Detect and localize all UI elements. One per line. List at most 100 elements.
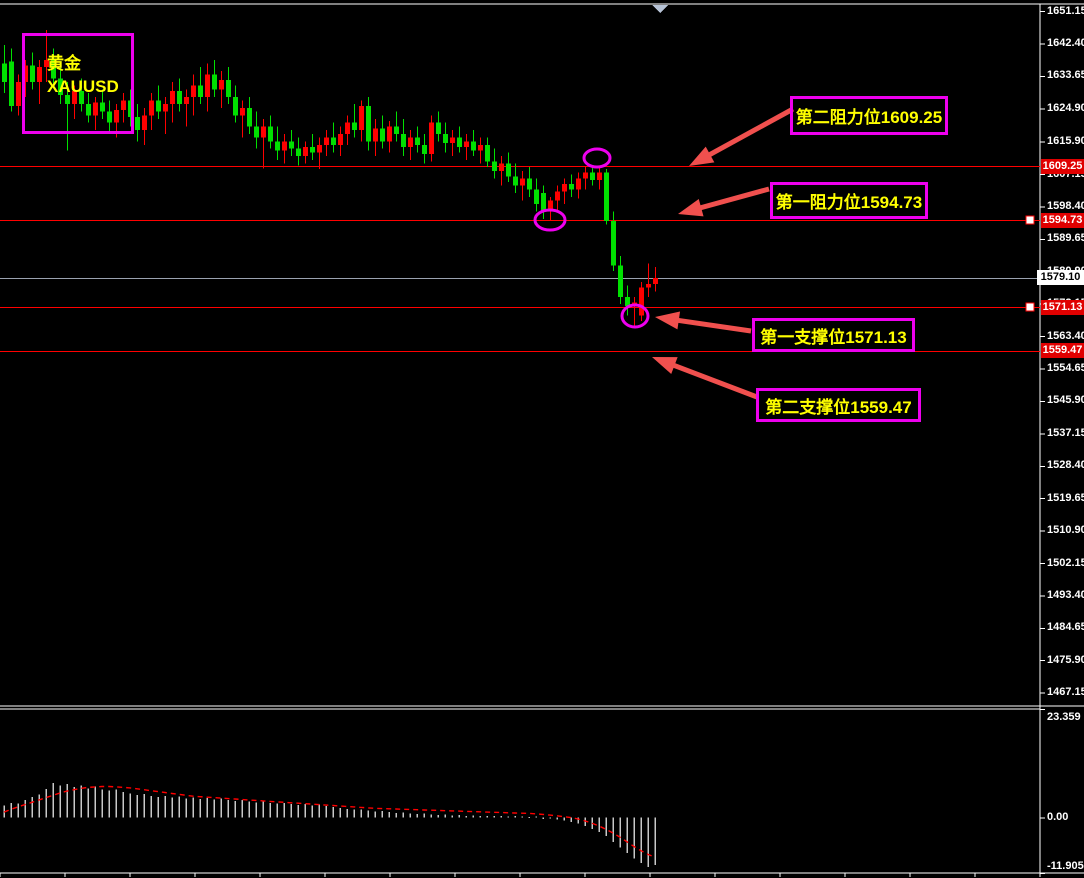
- candle-body: [506, 163, 511, 177]
- candle-body: [16, 81, 21, 107]
- candle-body: [625, 296, 630, 307]
- hline-handle-support-1[interactable]: [1025, 302, 1035, 312]
- indicator-bar: [59, 785, 62, 818]
- indicator-bar: [101, 789, 104, 818]
- arrow-to-support-1-head[interactable]: [655, 311, 681, 330]
- price-axis-label: 1651.15: [1047, 4, 1084, 17]
- hline-handle-resistance-1[interactable]: [1025, 215, 1035, 225]
- symbol-title-box[interactable]: 黄金 XAUUSD: [22, 33, 134, 134]
- candle-body: [394, 126, 399, 134]
- candle-body: [296, 148, 301, 157]
- arrow-to-support-2-shaft[interactable]: [666, 360, 758, 400]
- indicator-bar: [402, 812, 405, 818]
- highlight-low-1594[interactable]: [533, 208, 567, 232]
- indicator-bar: [430, 814, 433, 818]
- candle-body: [205, 74, 210, 97]
- indicator-bar: [199, 799, 202, 818]
- indicator-bar: [654, 817, 657, 866]
- candle-body: [562, 183, 567, 192]
- candle-body: [156, 100, 161, 112]
- price-axis-label: 1633.65: [1047, 69, 1084, 82]
- arrow-to-support-2-head[interactable]: [652, 357, 678, 374]
- indicator-bar: [178, 796, 181, 818]
- price-tag-resistance-2: 1609.25: [1041, 158, 1084, 174]
- price-tag-resistance-1: 1594.73: [1041, 212, 1084, 228]
- indicator-bar: [283, 802, 286, 818]
- price-axis-label: 1537.15: [1047, 426, 1084, 439]
- indicator-bar: [374, 811, 377, 818]
- indicator-bar: [171, 797, 174, 818]
- annotation-support-2[interactable]: 第二支撑位1559.47: [756, 388, 921, 422]
- indicator-bar: [465, 815, 468, 818]
- indicator-bar: [493, 815, 496, 818]
- indicator-bar: [423, 813, 426, 818]
- symbol-name-cn: 黄金: [47, 54, 81, 73]
- indicator-bar: [269, 802, 272, 818]
- candle-body: [646, 283, 651, 288]
- candle-body: [303, 146, 308, 157]
- candle-body: [114, 109, 119, 123]
- arrow-to-resistance-2-shaft[interactable]: [701, 106, 795, 161]
- candle-body: [464, 141, 469, 147]
- candle-body: [177, 91, 182, 105]
- candle-body: [653, 277, 658, 284]
- candle-body: [527, 178, 532, 190]
- indicator-bar: [213, 799, 216, 818]
- candle-body: [198, 85, 203, 97]
- candle-body: [275, 141, 280, 151]
- annotation-resistance-1[interactable]: 第一阻力位1594.73: [770, 182, 928, 219]
- highlight-high-1609[interactable]: [582, 147, 612, 169]
- arrow-to-support-1-shaft[interactable]: [670, 316, 752, 334]
- price-axis-label: 1519.65: [1047, 491, 1084, 504]
- candle-body: [436, 122, 441, 134]
- candle-body: [492, 161, 497, 171]
- highlight-low-1571[interactable]: [620, 303, 650, 329]
- indicator-signal-line: [3, 785, 656, 858]
- indicator-bar: [367, 810, 370, 818]
- candle-body: [611, 220, 616, 266]
- indicator-bar: [150, 795, 153, 818]
- candle-body: [401, 133, 406, 147]
- arrow-to-resistance-1-head[interactable]: [678, 198, 704, 217]
- candle-body: [338, 133, 343, 145]
- arrow-to-resistance-2-head[interactable]: [689, 146, 715, 166]
- price-axis-label: 1598.40: [1047, 199, 1084, 212]
- indicator-bar: [549, 817, 552, 819]
- indicator-bar: [486, 816, 489, 818]
- candle-body: [352, 122, 357, 131]
- candle-body: [184, 96, 189, 105]
- candle-body: [135, 117, 140, 131]
- indicator-bar: [528, 817, 531, 819]
- candle-body: [282, 141, 287, 151]
- candle-body: [317, 144, 322, 153]
- candle-body: [443, 133, 448, 144]
- indicator-bar: [325, 806, 328, 818]
- candle-body: [93, 102, 98, 116]
- candle-body: [149, 100, 154, 116]
- indicator-bar: [94, 786, 97, 818]
- arrow-to-resistance-1-shaft[interactable]: [692, 186, 770, 213]
- indicator-bar: [255, 802, 258, 818]
- candle-body: [331, 137, 336, 145]
- price-tag-support-2: 1559.47: [1041, 343, 1084, 359]
- price-axis-label: 1624.90: [1047, 101, 1084, 114]
- annotation-support-1[interactable]: 第一支撑位1571.13: [752, 318, 915, 352]
- annotation-resistance-2[interactable]: 第二阻力位1609.25: [790, 96, 948, 135]
- indicator-bar: [304, 804, 307, 818]
- candle-body: [51, 59, 56, 79]
- indicator-bar: [276, 803, 279, 818]
- chart-shift-marker[interactable]: [652, 5, 668, 13]
- indicator-bar: [507, 816, 510, 818]
- price-axis-label: 1642.40: [1047, 36, 1084, 49]
- indicator-bar: [318, 804, 321, 818]
- indicator-bar: [129, 793, 132, 818]
- candle-body: [191, 85, 196, 97]
- indicator-bar: [248, 801, 251, 818]
- indicator-bar: [472, 815, 475, 818]
- candle-body: [219, 80, 224, 90]
- indicator-bar: [262, 801, 265, 818]
- indicator-bar: [290, 804, 293, 818]
- indicator-bar: [570, 817, 573, 822]
- price-axis-label: 1554.65: [1047, 362, 1084, 375]
